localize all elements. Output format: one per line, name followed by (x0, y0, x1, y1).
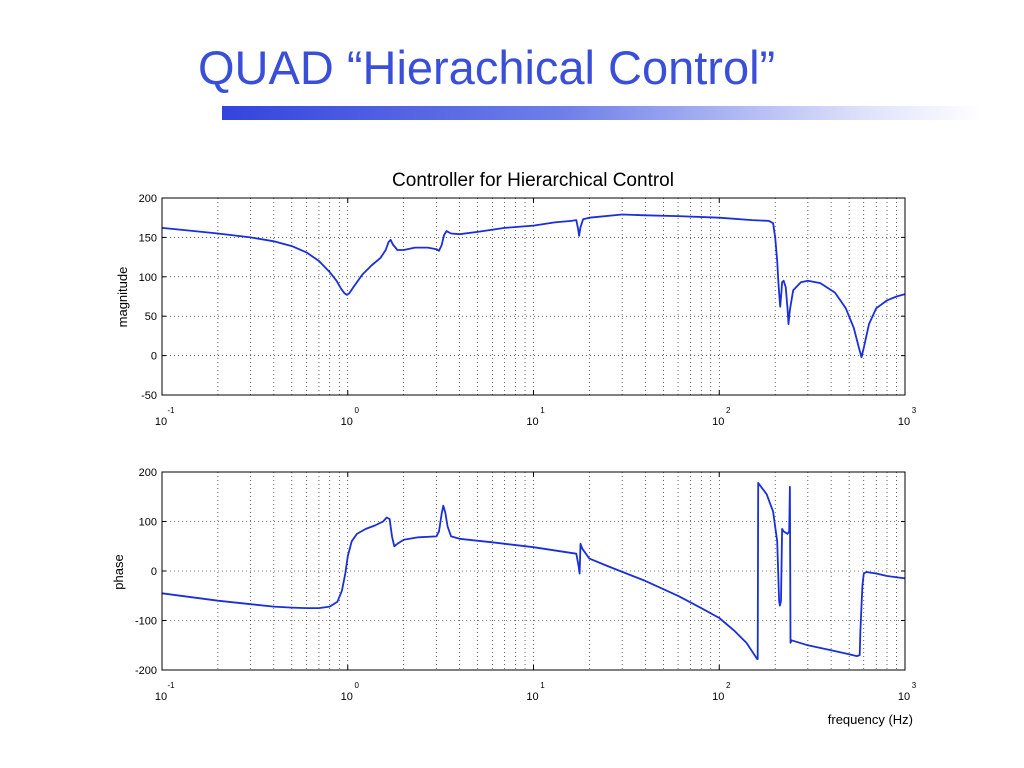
phase-xtick-label: 10 (898, 691, 910, 703)
magnitude-ytick-label: -50 (141, 390, 157, 402)
magnitude-xtick-exponent: 3 (912, 406, 917, 415)
phase-xtick-exponent: 3 (912, 681, 917, 690)
phase-xtick-exponent: 0 (355, 681, 360, 690)
plot-title: Controller for Hierarchical Control (392, 170, 674, 191)
magnitude-series-line (161, 213, 906, 359)
phase-xtick-label: 10 (155, 691, 167, 703)
magnitude-xtick-label: 10 (712, 416, 724, 428)
phase-xtick-label: 10 (526, 691, 538, 703)
phase-xtick-exponent: 1 (540, 681, 545, 690)
magnitude-ytick-label: 0 (151, 351, 157, 363)
magnitude-axes-frame (161, 197, 906, 396)
magnitude-xtick-exponent: -1 (167, 406, 175, 415)
slide-title: QUAD “Hierachical Control” (198, 41, 776, 94)
magnitude-ytick-label: 100 (139, 272, 157, 284)
phase-ytick-label: 0 (151, 566, 157, 578)
phase-ytick-label: 100 (139, 517, 157, 529)
magnitude-xtick-exponent: 1 (540, 406, 545, 415)
magnitude-xtick-label: 10 (341, 416, 353, 428)
phase-series-line (161, 481, 906, 660)
magnitude-axis-label: magnitude (115, 267, 130, 328)
magnitude-ytick-label: 150 (139, 232, 157, 244)
phase-xtick-exponent: 2 (726, 681, 731, 690)
phase-ytick-label: -100 (135, 616, 157, 628)
magnitude-xtick-label: 10 (155, 416, 167, 428)
phase-xtick-exponent: -1 (167, 681, 175, 690)
phase-xtick-label: 10 (712, 691, 724, 703)
phase-ytick-label: -200 (135, 665, 157, 677)
phase-xtick-label: 10 (341, 691, 353, 703)
magnitude-ytick-label: 200 (139, 193, 157, 205)
frequency-axis-label: frequency (Hz) (828, 712, 913, 727)
magnitude-xtick-exponent: 2 (726, 406, 731, 415)
title-accent-bar (222, 106, 982, 120)
phase-axes-frame (161, 471, 906, 671)
magnitude-xtick-label: 10 (898, 416, 910, 428)
phase-ytick-label: 200 (139, 467, 157, 479)
magnitude-ytick-label: 50 (145, 311, 157, 323)
magnitude-xtick-label: 10 (526, 416, 538, 428)
phase-axis-label: phase (111, 554, 126, 589)
magnitude-xtick-exponent: 0 (355, 406, 360, 415)
